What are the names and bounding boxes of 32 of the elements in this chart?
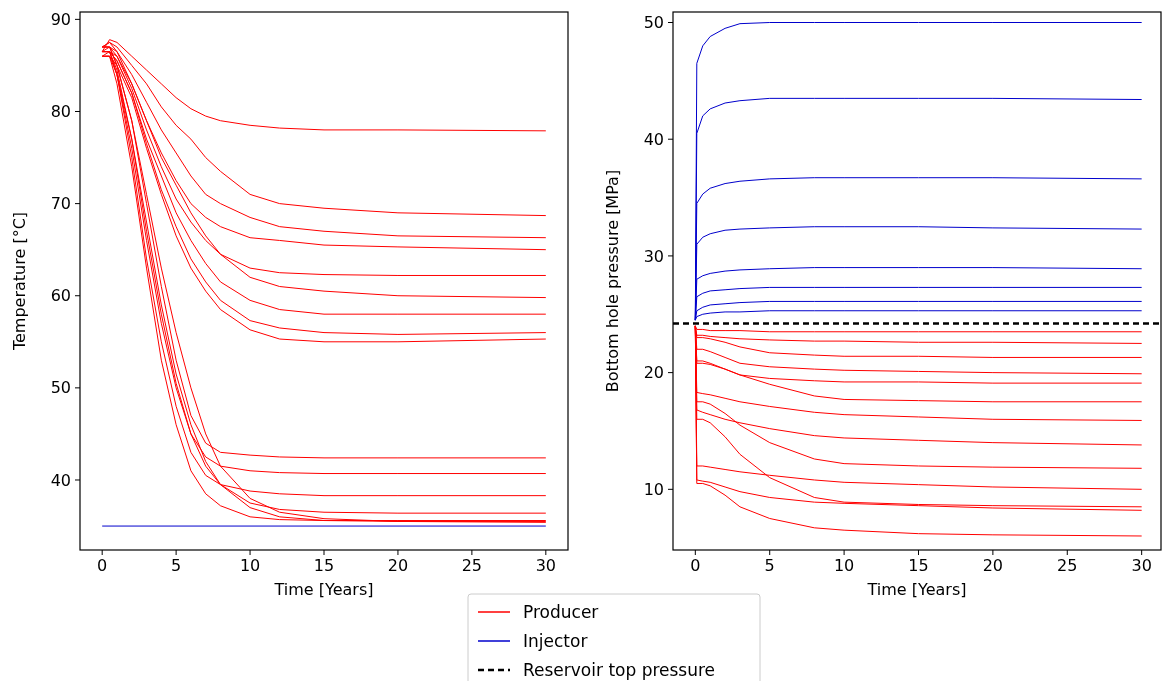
y-tick-label: 40 [643,129,664,149]
x-tick-label: 5 [171,556,182,575]
y-tick-label: 20 [643,363,664,383]
y-tick-label: 40 [50,470,71,490]
legend-label: Injector [523,630,588,651]
x-tick-label: 15 [908,556,929,575]
y-tick-label: 80 [50,102,71,122]
y-tick-label: 30 [643,246,664,266]
x-tick-label: 25 [1057,556,1078,575]
x-tick-label: 0 [690,556,701,575]
x-axis-title: Time [Years] [866,580,967,599]
x-tick-label: 20 [387,556,409,575]
y-axis-title: Temperature [°C] [10,211,29,352]
y-tick-label: 90 [50,9,71,29]
y-tick-label: 50 [50,378,71,398]
x-tick-label: 10 [239,556,261,575]
x-tick-label: 15 [313,556,335,575]
x-tick-label: 5 [764,556,775,575]
x-tick-label: 20 [982,556,1004,575]
y-tick-label: 60 [50,286,71,306]
y-axis-title: Bottom hole pressure [MPa] [603,169,622,393]
y-tick-label: 70 [50,194,71,214]
x-tick-label: 0 [97,556,108,575]
x-tick-label: 30 [535,556,556,575]
x-axis-title: Time [Years] [273,580,374,599]
legend-label: Producer [523,601,599,622]
x-tick-label: 25 [461,556,483,575]
x-tick-label: 10 [833,556,855,575]
y-tick-label: 10 [643,479,664,499]
x-tick-label: 30 [1131,556,1152,575]
legend-label: Reservoir top pressure [523,659,716,680]
y-tick-label: 50 [643,13,664,33]
